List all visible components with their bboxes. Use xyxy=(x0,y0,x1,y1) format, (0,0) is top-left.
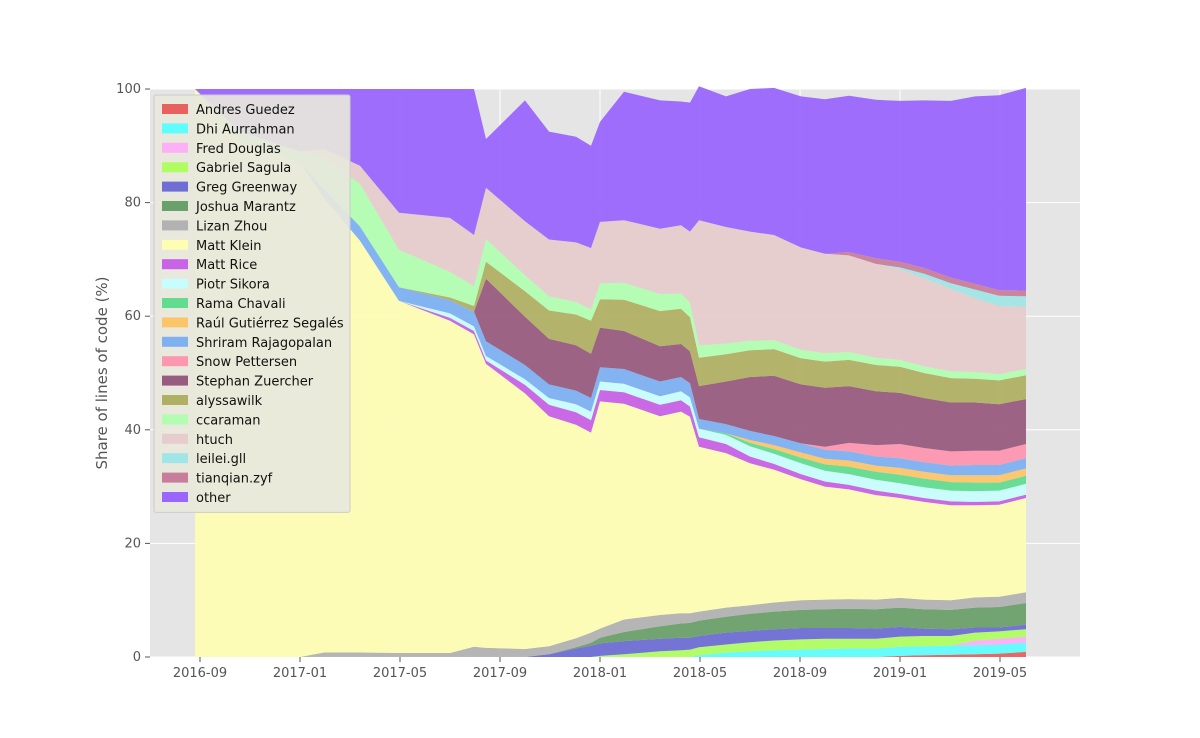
legend-label: Rama Chavali xyxy=(196,297,286,312)
legend-swatch xyxy=(162,278,188,289)
x-tick-label: 2016-09 xyxy=(173,666,227,681)
legend-label: htuch xyxy=(196,433,233,448)
legend-swatch xyxy=(162,414,188,425)
legend-swatch xyxy=(162,336,188,347)
area-greg-greenway xyxy=(195,624,1026,657)
legend-swatch xyxy=(162,239,188,250)
legend-swatch xyxy=(162,162,188,173)
legend-swatch xyxy=(162,375,188,386)
legend-label: Matt Rice xyxy=(196,258,257,273)
y-tick-label: 100 xyxy=(116,82,141,97)
area-tianqian-zyf xyxy=(195,89,1026,297)
area-gabriel-sagula xyxy=(195,629,1026,657)
y-tick-label: 80 xyxy=(124,196,141,211)
y-axis-ticks: 0 20 40 60 80 100 xyxy=(116,82,150,665)
legend-swatch xyxy=(162,259,188,270)
area-other xyxy=(195,86,1026,291)
legend-swatch xyxy=(162,123,188,134)
legend-label: Shriram Rajagopalan xyxy=(196,336,332,351)
legend-swatch xyxy=(162,395,188,405)
y-tick-label: 40 xyxy=(124,423,141,438)
legend-label: Stephan Zuercher xyxy=(196,375,314,390)
legend-label: ccaraman xyxy=(196,413,260,428)
area-lizan-zhou xyxy=(195,592,1026,657)
x-tick-label: 2019-05 xyxy=(973,666,1027,681)
legend-label: leilei.gll xyxy=(196,452,246,467)
legend-swatch xyxy=(162,220,188,231)
legend-label: other xyxy=(196,491,231,506)
legend-swatch xyxy=(162,298,188,308)
x-tick-label: 2017-01 xyxy=(273,666,327,681)
y-tick-label: 0 xyxy=(133,650,141,665)
area-leilei-gll xyxy=(195,89,1026,307)
y-axis-label: Share of lines of code (%) xyxy=(93,276,111,469)
x-tick-label: 2017-09 xyxy=(473,666,527,681)
legend-label: tianqian.zyf xyxy=(196,472,273,487)
legend-label: Dhi Aurrahman xyxy=(196,122,295,137)
legend-label: Gabriel Sagula xyxy=(196,161,291,176)
x-tick-label: 2018-01 xyxy=(573,666,627,681)
x-tick-label: 2017-05 xyxy=(373,666,427,681)
x-axis-ticks: 2016-09 2017-01 2017-05 2017-09 2018-01 2018-… xyxy=(173,657,1027,681)
legend-label: Andres Guedez xyxy=(196,103,295,118)
legend-label: Joshua Marantz xyxy=(195,200,296,215)
area-andres-guedez xyxy=(195,651,1026,657)
x-tick-label: 2018-09 xyxy=(773,666,827,681)
legend: Andres Guedez Dhi Aurrahman Fred Douglas Ga… xyxy=(153,94,351,513)
stacked-areas xyxy=(195,86,1026,657)
legend-label: Snow Pettersen xyxy=(196,355,297,370)
legend-swatch xyxy=(162,433,188,444)
legend-box xyxy=(153,94,351,513)
legend-swatch xyxy=(162,472,188,483)
legend-label: Greg Greenway xyxy=(196,181,297,196)
legend-label: Matt Klein xyxy=(196,239,262,254)
y-tick-label: 20 xyxy=(124,536,141,551)
y-tick-label: 60 xyxy=(124,309,141,324)
legend-label: Lizan Zhou xyxy=(196,219,267,234)
area-joshua-marantz xyxy=(195,603,1026,657)
area-stephan-zuercher xyxy=(195,89,1026,452)
x-tick-label: 2018-05 xyxy=(673,666,727,681)
legend-swatch xyxy=(162,181,188,192)
legend-swatch xyxy=(162,142,188,153)
legend-label: alyssawilk xyxy=(196,394,263,409)
area-dhi-aurrahman xyxy=(195,642,1026,657)
legend-label: Fred Douglas xyxy=(196,142,281,157)
legend-swatch xyxy=(162,492,188,502)
area-matt-klein xyxy=(195,89,1026,657)
x-tick-label: 2019-01 xyxy=(873,666,927,681)
legend-label: Piotr Sikora xyxy=(196,278,270,293)
legend-swatch xyxy=(162,453,188,464)
legend-label: Raúl Gutiérrez Segalés xyxy=(196,316,344,331)
legend-swatch xyxy=(162,104,188,114)
legend-swatch xyxy=(162,201,188,211)
legend-swatch xyxy=(162,317,188,328)
area-htuch xyxy=(195,89,1026,375)
legend-swatch xyxy=(162,356,188,367)
